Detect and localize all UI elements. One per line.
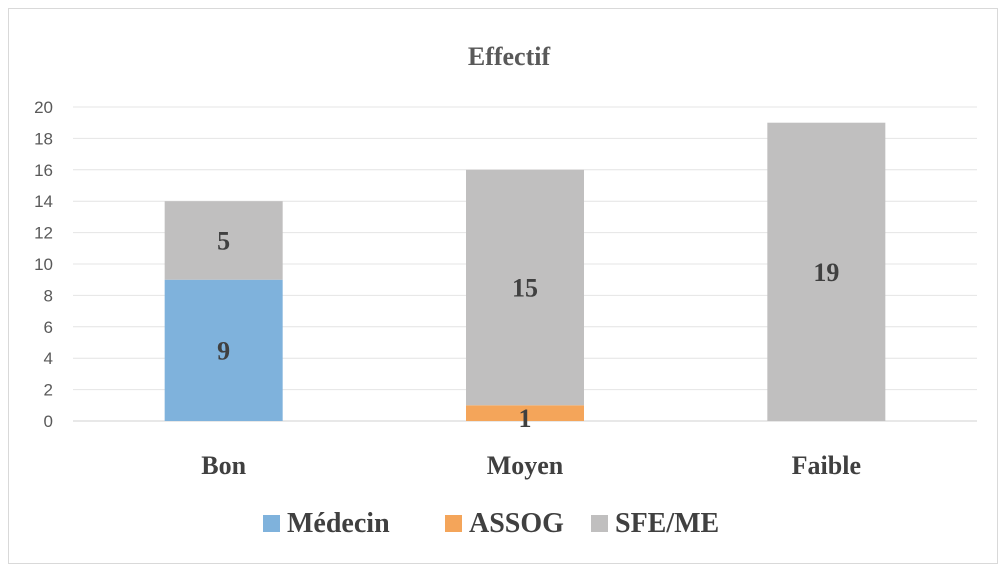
bar-segment [164,201,283,280]
y-tick-label: 8 [44,286,53,305]
legend-swatch [263,515,280,532]
legend-label: SFE/ME [615,508,719,539]
legend: Médecin ASSOG SFE/ME [263,508,719,539]
x-axis-categories: Bon Moyen Faible [201,451,861,480]
x-category-label: Faible [792,451,861,480]
data-label: 5 [217,226,230,255]
y-tick-label: 10 [34,255,53,274]
legend-swatch [591,515,608,532]
y-tick-label: 6 [44,318,53,337]
y-tick-label: 0 [44,412,53,431]
bar-segment [767,122,886,421]
data-label: 1 [519,404,532,433]
y-tick-label: 18 [34,129,53,148]
data-label: 15 [512,274,538,303]
y-tick-label: 20 [34,98,53,117]
y-tick-label: 2 [44,381,53,400]
y-tick-label: 12 [34,224,53,243]
bar-segment [466,405,584,421]
stacked-bar-chart: Effectif 0 2 4 6 8 10 12 14 16 18 20 9 5 1 15 19 Bon Mo… [34,42,977,539]
data-labels: 9 5 1 15 19 [217,226,839,433]
chart-title: Effectif [468,42,551,71]
y-axis-ticks: 0 2 4 6 8 10 12 14 16 18 20 [34,98,53,431]
bars [164,122,886,421]
legend-label: Médecin [287,508,390,539]
chart-frame: Effectif 0 2 4 6 8 10 12 14 16 18 20 9 5 1 15 19 Bon Mo… [8,8,998,564]
bar-segment [164,279,283,421]
x-category-label: Bon [201,451,246,480]
bar-segment [466,169,584,406]
y-tick-label: 4 [44,349,53,368]
x-category-label: Moyen [487,451,564,480]
y-tick-label: 16 [34,161,53,180]
y-tick-label: 14 [34,192,53,211]
legend-swatch [445,515,462,532]
data-label: 19 [813,258,839,287]
data-label: 9 [217,336,230,365]
legend-label: ASSOG [469,508,564,539]
